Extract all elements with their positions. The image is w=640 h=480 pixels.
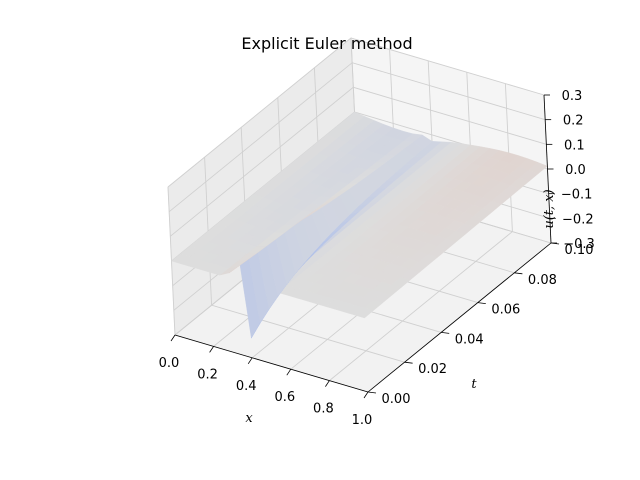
t-tick-label: 0.00 <box>382 392 411 407</box>
t-axis-line <box>367 242 552 393</box>
u-tick-label: −0.1 <box>561 188 593 203</box>
t-tick-label: 0.06 <box>491 303 520 318</box>
x-tick-label: 0.8 <box>313 402 334 417</box>
u-tick-label: 0.2 <box>563 114 584 129</box>
u-tick-label: 0.0 <box>565 163 586 178</box>
u-axis-ticks: 0.3 0.2 0.1 0.0 −0.1 −0.2 −0.3 <box>544 89 595 252</box>
t-tick-label: 0.08 <box>528 273 557 288</box>
t-tick-label: 0.10 <box>565 243 594 258</box>
t-tick-mark <box>367 391 377 394</box>
t-tick-label: 0.02 <box>418 362 447 377</box>
x-tick-label: 0.0 <box>159 356 180 371</box>
u-tick-label: 0.3 <box>562 89 583 104</box>
x-tick-label: 0.6 <box>274 390 295 405</box>
x-tick-mark <box>363 391 369 399</box>
x-axis-line <box>174 334 369 393</box>
t-tick-mark <box>441 332 450 334</box>
x-tick-label: 0.4 <box>236 379 257 394</box>
x-tick-label: 1.0 <box>352 413 373 428</box>
x-tick-mark <box>325 380 330 387</box>
x-tick-mark <box>209 346 214 353</box>
t-axis-label: t <box>471 377 477 392</box>
z-gridline <box>167 37 545 188</box>
u-tick-label: 0.1 <box>564 138 585 153</box>
x-axis-label: x <box>245 411 253 426</box>
surface-mesh <box>171 111 548 339</box>
t-tick-label: 0.04 <box>455 332 484 347</box>
z-gridline <box>170 86 547 237</box>
chart-title: Explicit Euler method <box>241 34 412 53</box>
u-tick-label: −0.2 <box>562 212 594 227</box>
z-gridline <box>168 62 546 213</box>
x-tick-label: 0.2 <box>197 367 218 382</box>
x-tick-mark <box>286 368 292 376</box>
z-axis-label: u(t, x) <box>542 189 557 228</box>
t-tick-mark <box>477 302 486 304</box>
x-tick-mark <box>247 357 253 365</box>
u-tick-label: −0.3 <box>563 237 595 252</box>
t-axis-ticks: 0.00 0.02 0.04 0.06 0.08 0.10 <box>367 242 594 407</box>
t-tick-mark <box>404 361 413 364</box>
x-tick-mark <box>170 334 176 342</box>
x-axis-ticks: 0.0 0.2 0.4 0.6 0.8 1.0 <box>159 334 373 428</box>
surface-facet <box>345 111 365 124</box>
t-tick-mark <box>514 272 523 275</box>
